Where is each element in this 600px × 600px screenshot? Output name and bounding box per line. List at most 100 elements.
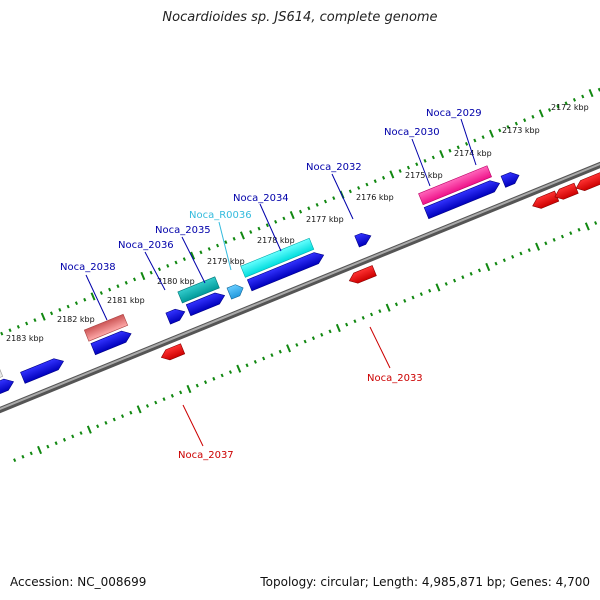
tick-mark: [594, 221, 598, 225]
tick-mark: [37, 445, 43, 455]
accession-text: Accession: NC_008699: [10, 575, 147, 589]
tick-mark: [564, 101, 568, 106]
gene-arrow-reverse[interactable]: [159, 343, 186, 363]
tick-mark: [511, 254, 515, 259]
gene-arrow-forward[interactable]: [500, 170, 521, 188]
tick-mark: [488, 129, 494, 138]
tick-mark: [519, 251, 523, 256]
gene-label-forward[interactable]: Noca_2038: [60, 262, 116, 273]
tick-mark: [25, 321, 29, 326]
gene-arrow-forward[interactable]: [0, 376, 16, 405]
scale-label: 2175 kbp: [405, 171, 443, 180]
feature-block-teal[interactable]: [177, 276, 220, 304]
tick-mark: [140, 271, 146, 281]
tick-mark: [406, 165, 411, 170]
gene-arrow-reverse[interactable]: [347, 265, 377, 285]
tick-mark: [403, 299, 407, 303]
tick-mark: [215, 243, 220, 248]
gene-arrow-forward[interactable]: [185, 290, 227, 317]
gene-label-forward[interactable]: Noca_2034: [233, 193, 289, 204]
tick-mark: [40, 312, 46, 321]
gene-label-forward[interactable]: Noca_2035: [155, 225, 211, 236]
tick-mark: [262, 356, 266, 361]
tick-mark: [452, 278, 457, 283]
tick-mark: [307, 206, 311, 211]
tick-mark: [232, 236, 236, 241]
tick-mark: [66, 304, 70, 309]
tick-mark: [129, 410, 133, 415]
tick-mark: [481, 135, 485, 140]
tick-mark: [136, 405, 142, 414]
tick-mark: [361, 315, 365, 320]
feature-block-cyan[interactable]: [240, 237, 315, 278]
gene-arrow-forward[interactable]: [423, 178, 502, 220]
tick-mark: [295, 343, 299, 347]
tick-mark: [190, 251, 196, 260]
tick-mark: [378, 309, 382, 313]
tick-mark: [315, 203, 319, 207]
tick-mark: [584, 222, 590, 231]
tick-mark: [577, 227, 581, 232]
feature-block-grey[interactable]: [0, 364, 4, 391]
gene-arrow-forward[interactable]: [246, 250, 326, 292]
scale-label: 2174 kbp: [454, 149, 492, 158]
tick-mark: [145, 404, 150, 408]
tick-mark: [112, 417, 116, 422]
tick-mark: [345, 322, 349, 327]
tick-mark: [245, 363, 249, 368]
tick-mark: [212, 376, 216, 381]
tick-mark: [79, 431, 83, 435]
gene-label-forward[interactable]: Noca_2030: [384, 127, 440, 138]
tick-mark: [581, 94, 585, 99]
tick-mark: [108, 287, 112, 292]
feature-block-salmon[interactable]: [83, 313, 129, 342]
gene-arrow-reverse[interactable]: [553, 182, 579, 202]
tick-mark: [71, 434, 75, 439]
gene-arrow-forward[interactable]: [165, 306, 187, 325]
gene-arrow-forward[interactable]: [354, 230, 373, 248]
tick-mark: [473, 138, 477, 143]
gene-label-reverse[interactable]: Noca_2033: [367, 373, 423, 384]
tick-mark: [46, 444, 50, 449]
tick-mark: [514, 121, 518, 126]
tick-mark: [186, 384, 192, 394]
feature-block-pink[interactable]: [418, 165, 492, 206]
gene-label-forward[interactable]: Noca_2036: [118, 240, 174, 251]
tick-mark: [86, 425, 92, 434]
scale-label: 2183 kbp: [6, 334, 44, 343]
scale-label: 2176 kbp: [356, 193, 394, 202]
tick-mark: [477, 268, 482, 273]
tick-mark: [498, 128, 502, 133]
kbp-scale-labels: 2172 kbp 2173 kbp 2174 kbp 2175 kbp 2176…: [6, 103, 589, 343]
tick-mark: [560, 234, 565, 239]
gene-arrow-forward[interactable]: [90, 328, 133, 356]
tick-mark: [265, 223, 269, 228]
tick-mark: [13, 458, 17, 463]
gene-features[interactable]: [0, 122, 600, 434]
tick-mark: [357, 186, 361, 190]
tick-mark: [74, 301, 79, 306]
gene-arrow-forward[interactable]: [20, 356, 66, 384]
tick-mark: [0, 331, 4, 336]
tick-mark: [569, 231, 573, 236]
tick-mark: [179, 390, 183, 395]
gene-labels[interactable]: Noca_2029 Noca_2030 Noca_2032 Noca_2034 …: [60, 108, 482, 461]
tick-mark: [33, 318, 37, 322]
gene-label-reverse[interactable]: Noca_2037: [178, 450, 234, 461]
gene-label-rna[interactable]: Noca_R0036: [189, 210, 252, 221]
tick-mark: [523, 118, 527, 123]
gene-label-forward[interactable]: Noca_2029: [426, 108, 482, 119]
tick-mark: [270, 353, 274, 357]
tick-mark: [99, 291, 103, 295]
gene-arrow-reverse[interactable]: [574, 166, 600, 193]
tick-mark: [435, 283, 441, 292]
gene-arrow-reverse[interactable]: [531, 190, 560, 211]
rna-arrow[interactable]: [226, 282, 245, 300]
tick-mark: [278, 349, 282, 354]
tick-mark: [332, 196, 336, 200]
kbp-tick-tracks: [0, 87, 600, 463]
gene-label-forward[interactable]: Noca_2032: [306, 162, 362, 173]
tick-mark: [323, 199, 328, 204]
tick-mark: [58, 308, 62, 312]
